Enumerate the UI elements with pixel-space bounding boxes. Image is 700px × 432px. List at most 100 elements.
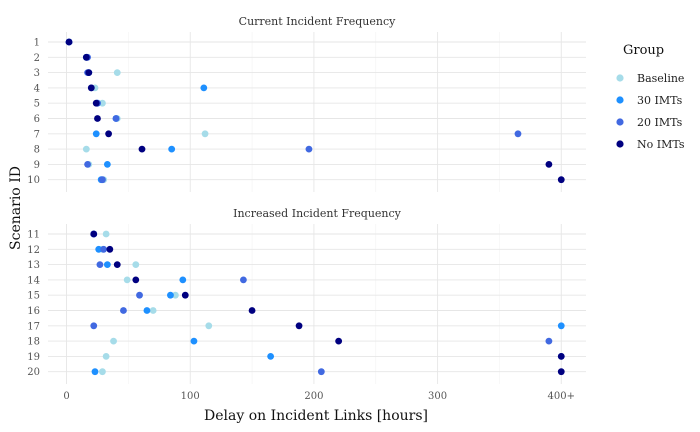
legend-title: Group (623, 43, 664, 58)
y-tick-label: 2 (34, 53, 40, 64)
y-tick-label: 8 (34, 145, 40, 156)
point-30-imts-scenario-14 (179, 276, 187, 284)
y-tick-label: 10 (27, 175, 40, 186)
panel-title: Current Incident Frequency (239, 15, 396, 28)
point-no-imts-scenario-5 (92, 99, 100, 107)
point-30-imts-scenario-13 (103, 261, 111, 268)
y-tick-label: 3 (34, 68, 40, 79)
point-20-imts-scenario-14 (240, 276, 247, 284)
point-no-imts-scenario-8 (138, 145, 146, 153)
point-20-imts-scenario-12 (100, 245, 108, 253)
point-30-imts-scenario-16 (143, 307, 151, 314)
legend-label: 20 IMTs (637, 116, 683, 129)
point-no-imts-scenario-12 (106, 245, 114, 253)
point-30-imts-scenario-15 (167, 291, 174, 299)
y-tick-label: 11 (27, 230, 40, 241)
legend-swatch-baseline (616, 74, 624, 82)
point-30-imts-scenario-17 (557, 322, 565, 330)
x-tick-label: 200 (304, 391, 323, 402)
point-no-imts-scenario-3 (85, 69, 93, 76)
point-no-imts-scenario-10 (557, 176, 565, 184)
point-30-imts-scenario-8 (168, 145, 176, 153)
gridlines (48, 32, 586, 192)
y-tick-label: 13 (27, 260, 40, 271)
legend-label: 30 IMTs (637, 94, 683, 107)
point-no-imts-scenario-11 (90, 230, 98, 238)
y-tick-label: 17 (27, 321, 40, 332)
x-tick-label: 300 (428, 391, 447, 402)
point-baseline-scenario-11 (102, 230, 110, 238)
x-tick-labels: 0 100 200 300 400+ (63, 391, 575, 402)
point-20-imts-scenario-7 (514, 130, 522, 138)
y-tick-label: 4 (34, 83, 40, 94)
y-tick-label: 14 (27, 275, 40, 286)
point-no-imts-scenario-16 (248, 307, 256, 314)
point-no-imts-scenario-9 (545, 161, 553, 168)
y-tick-label: 5 (34, 99, 40, 110)
point-30-imts-scenario-20 (91, 368, 99, 376)
y-tick-label: 19 (27, 352, 40, 363)
point-20-imts-scenario-15 (136, 291, 143, 299)
point-no-imts-scenario-19 (557, 353, 565, 360)
point-30-imts-scenario-18 (190, 337, 198, 345)
x-axis-title: Delay on Incident Links [hours] (204, 408, 428, 424)
y-tick-label: 16 (27, 306, 40, 317)
point-20-imts-scenario-6 (112, 115, 120, 122)
point-baseline-scenario-20 (99, 368, 106, 376)
legend-label: No IMTs (637, 138, 685, 151)
panel-1: Current Incident Frequency 1 2 3 4 5 6 7 8 9 10 (27, 15, 586, 192)
y-tick-label: 20 (27, 367, 40, 378)
point-no-imts-scenario-15 (181, 291, 189, 299)
point-20-imts-scenario-18 (545, 337, 553, 345)
point-20-imts-scenario-16 (120, 307, 127, 314)
point-baseline-scenario-17 (205, 322, 213, 330)
point-20-imts-scenario-20 (317, 368, 325, 376)
panel-title: Increased Incident Frequency (233, 207, 402, 220)
point-30-imts-scenario-12 (95, 245, 103, 253)
point-no-imts-scenario-20 (557, 368, 565, 376)
point-baseline-scenario-13 (132, 261, 140, 268)
point-20-imts-scenario-13 (96, 261, 104, 268)
chart-panels: Current Incident Frequency12345678910Inc… (27, 15, 586, 402)
point-20-imts-scenario-17 (90, 322, 98, 330)
point-30-imts-scenario-19 (267, 353, 275, 360)
point-30-imts-scenario-7 (92, 130, 100, 138)
point-baseline-scenario-3 (113, 69, 121, 76)
legend-swatch-20-imts (616, 118, 624, 126)
point-baseline-scenario-19 (102, 353, 110, 360)
points (90, 230, 565, 376)
point-no-imts-scenario-17 (295, 322, 303, 330)
x-tick-label: 100 (181, 391, 200, 402)
point-baseline-scenario-16 (149, 307, 157, 314)
point-no-imts-scenario-7 (105, 130, 112, 138)
panel-2: Increased Incident Frequency 11 12 13 14 15 16… (27, 207, 586, 384)
points (65, 38, 565, 184)
x-tick-label: 400+ (548, 391, 575, 402)
x-tick-label: 0 (63, 391, 69, 402)
point-baseline-scenario-14 (123, 276, 131, 284)
legend-label: Baseline (637, 72, 684, 85)
legend: Group Baseline 30 IMTs 20 IMTs No IMTs (616, 43, 685, 151)
point-baseline-scenario-8 (82, 145, 90, 153)
point-no-imts-scenario-14 (132, 276, 140, 284)
y-tick-label: 7 (34, 129, 40, 140)
point-20-imts-scenario-8 (305, 145, 313, 153)
y-tick-label: 18 (27, 337, 40, 348)
point-no-imts-scenario-18 (335, 337, 343, 345)
point-no-imts-scenario-4 (87, 84, 95, 92)
legend-swatch-30-imts (616, 96, 624, 104)
point-30-imts-scenario-4 (200, 84, 208, 92)
point-baseline-scenario-7 (201, 130, 209, 138)
point-baseline-scenario-18 (110, 337, 117, 345)
y-tick-label: 15 (27, 291, 40, 302)
y-tick-label: 12 (27, 245, 40, 256)
point-30-imts-scenario-9 (103, 161, 111, 168)
y-tick-label: 9 (34, 160, 40, 171)
y-axis-title: Scenario ID (8, 166, 24, 250)
y-tick-label: 6 (34, 114, 40, 125)
legend-swatch-no-imts (616, 140, 624, 148)
point-no-imts-scenario-13 (113, 261, 121, 268)
gridlines (48, 224, 586, 384)
y-tick-label: 1 (34, 38, 40, 49)
